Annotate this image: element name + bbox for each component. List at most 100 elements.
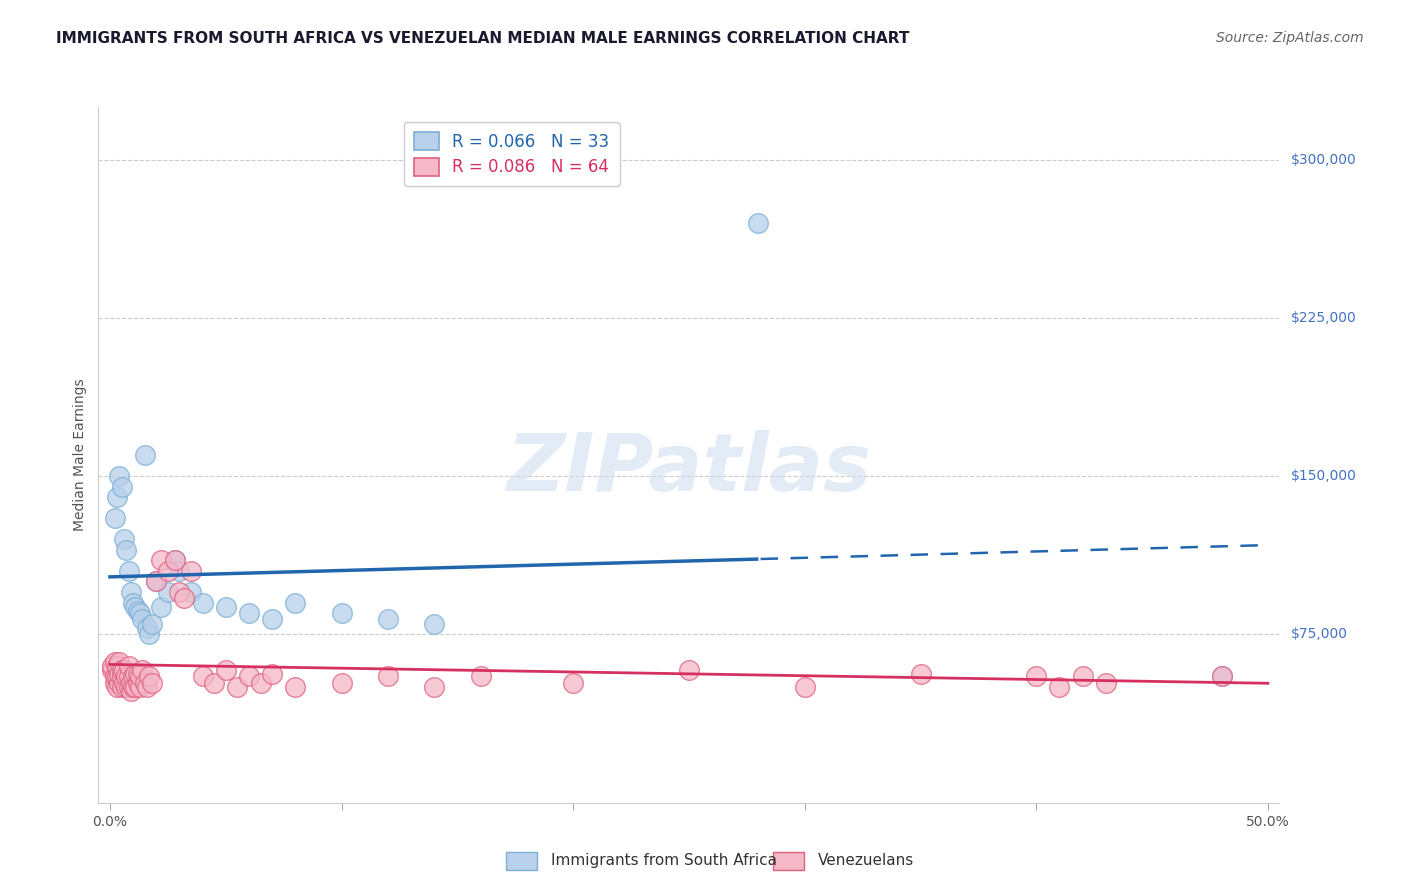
Point bbox=[105, 669, 128, 683]
Point bbox=[238, 606, 260, 620]
Point bbox=[141, 616, 163, 631]
Text: $225,000: $225,000 bbox=[1291, 311, 1357, 325]
Point bbox=[423, 616, 446, 631]
Point bbox=[747, 216, 769, 230]
Point bbox=[127, 675, 149, 690]
Point bbox=[138, 627, 160, 641]
Point bbox=[163, 553, 186, 567]
Point bbox=[131, 663, 153, 677]
Point bbox=[115, 542, 138, 557]
Legend: R = 0.066   N = 33, R = 0.086   N = 64: R = 0.066 N = 33, R = 0.086 N = 64 bbox=[404, 122, 620, 186]
Point bbox=[115, 669, 138, 683]
Point bbox=[215, 663, 238, 677]
Point bbox=[138, 669, 160, 683]
Point bbox=[262, 612, 284, 626]
Point bbox=[110, 680, 132, 694]
Point bbox=[108, 655, 131, 669]
Point bbox=[145, 574, 167, 589]
Point bbox=[173, 591, 195, 606]
Point bbox=[169, 564, 191, 578]
Point bbox=[127, 667, 149, 681]
Point bbox=[122, 595, 145, 609]
Point bbox=[129, 669, 152, 683]
Point bbox=[112, 675, 135, 690]
Point bbox=[562, 675, 585, 690]
Point bbox=[101, 658, 124, 673]
Point bbox=[117, 564, 139, 578]
Point bbox=[105, 490, 128, 504]
Point bbox=[129, 680, 152, 694]
Point bbox=[110, 479, 132, 493]
Point bbox=[122, 680, 145, 694]
Point bbox=[191, 595, 214, 609]
Point bbox=[120, 684, 142, 698]
Point bbox=[134, 675, 156, 690]
Point bbox=[120, 585, 142, 599]
Point bbox=[115, 680, 138, 694]
Text: $300,000: $300,000 bbox=[1291, 153, 1357, 167]
Y-axis label: Median Male Earnings: Median Male Earnings bbox=[73, 378, 87, 532]
Point bbox=[377, 669, 399, 683]
Point bbox=[110, 669, 132, 683]
Point bbox=[117, 658, 139, 673]
Point bbox=[112, 663, 135, 677]
Point bbox=[127, 604, 149, 618]
Point bbox=[131, 612, 153, 626]
Point bbox=[1025, 669, 1047, 683]
Point bbox=[104, 669, 127, 683]
Text: IMMIGRANTS FROM SOUTH AFRICA VS VENEZUELAN MEDIAN MALE EARNINGS CORRELATION CHAR: IMMIGRANTS FROM SOUTH AFRICA VS VENEZUEL… bbox=[56, 31, 910, 46]
Text: Venezuelans: Venezuelans bbox=[818, 854, 914, 868]
Point bbox=[156, 585, 179, 599]
Point bbox=[101, 663, 124, 677]
Point bbox=[136, 621, 159, 635]
Point bbox=[108, 667, 131, 681]
Point bbox=[1211, 669, 1233, 683]
Point bbox=[284, 595, 307, 609]
Point bbox=[1049, 680, 1071, 694]
Point bbox=[156, 564, 179, 578]
Point bbox=[108, 675, 131, 690]
Point bbox=[105, 658, 128, 673]
Point bbox=[180, 585, 202, 599]
Point bbox=[284, 680, 307, 694]
Point bbox=[149, 553, 172, 567]
Text: ZIPatlas: ZIPatlas bbox=[506, 430, 872, 508]
Point bbox=[169, 585, 191, 599]
Point bbox=[134, 448, 156, 462]
Point bbox=[129, 606, 152, 620]
Point bbox=[120, 675, 142, 690]
Point bbox=[145, 574, 167, 589]
Point bbox=[1211, 669, 1233, 683]
Point bbox=[330, 675, 353, 690]
Point bbox=[249, 675, 271, 690]
Point bbox=[423, 680, 446, 694]
Text: $75,000: $75,000 bbox=[1291, 627, 1347, 641]
Point bbox=[191, 669, 214, 683]
Point bbox=[793, 680, 815, 694]
Point bbox=[1071, 669, 1094, 683]
Point bbox=[105, 680, 128, 694]
Point bbox=[124, 599, 146, 614]
Point bbox=[202, 675, 225, 690]
Point bbox=[215, 599, 238, 614]
Point bbox=[112, 533, 135, 547]
Point bbox=[330, 606, 353, 620]
Point bbox=[124, 680, 146, 694]
Point bbox=[104, 511, 127, 525]
Point bbox=[104, 675, 127, 690]
Point bbox=[117, 669, 139, 683]
Point bbox=[110, 663, 132, 677]
Point bbox=[149, 599, 172, 614]
Point bbox=[910, 667, 932, 681]
Point bbox=[180, 564, 202, 578]
Point bbox=[1094, 675, 1116, 690]
Text: Source: ZipAtlas.com: Source: ZipAtlas.com bbox=[1216, 31, 1364, 45]
Point bbox=[226, 680, 249, 694]
Point bbox=[163, 553, 186, 567]
Point bbox=[377, 612, 399, 626]
Text: Immigrants from South Africa: Immigrants from South Africa bbox=[551, 854, 778, 868]
Point bbox=[117, 680, 139, 694]
Point bbox=[122, 669, 145, 683]
Point bbox=[238, 669, 260, 683]
Point bbox=[470, 669, 492, 683]
